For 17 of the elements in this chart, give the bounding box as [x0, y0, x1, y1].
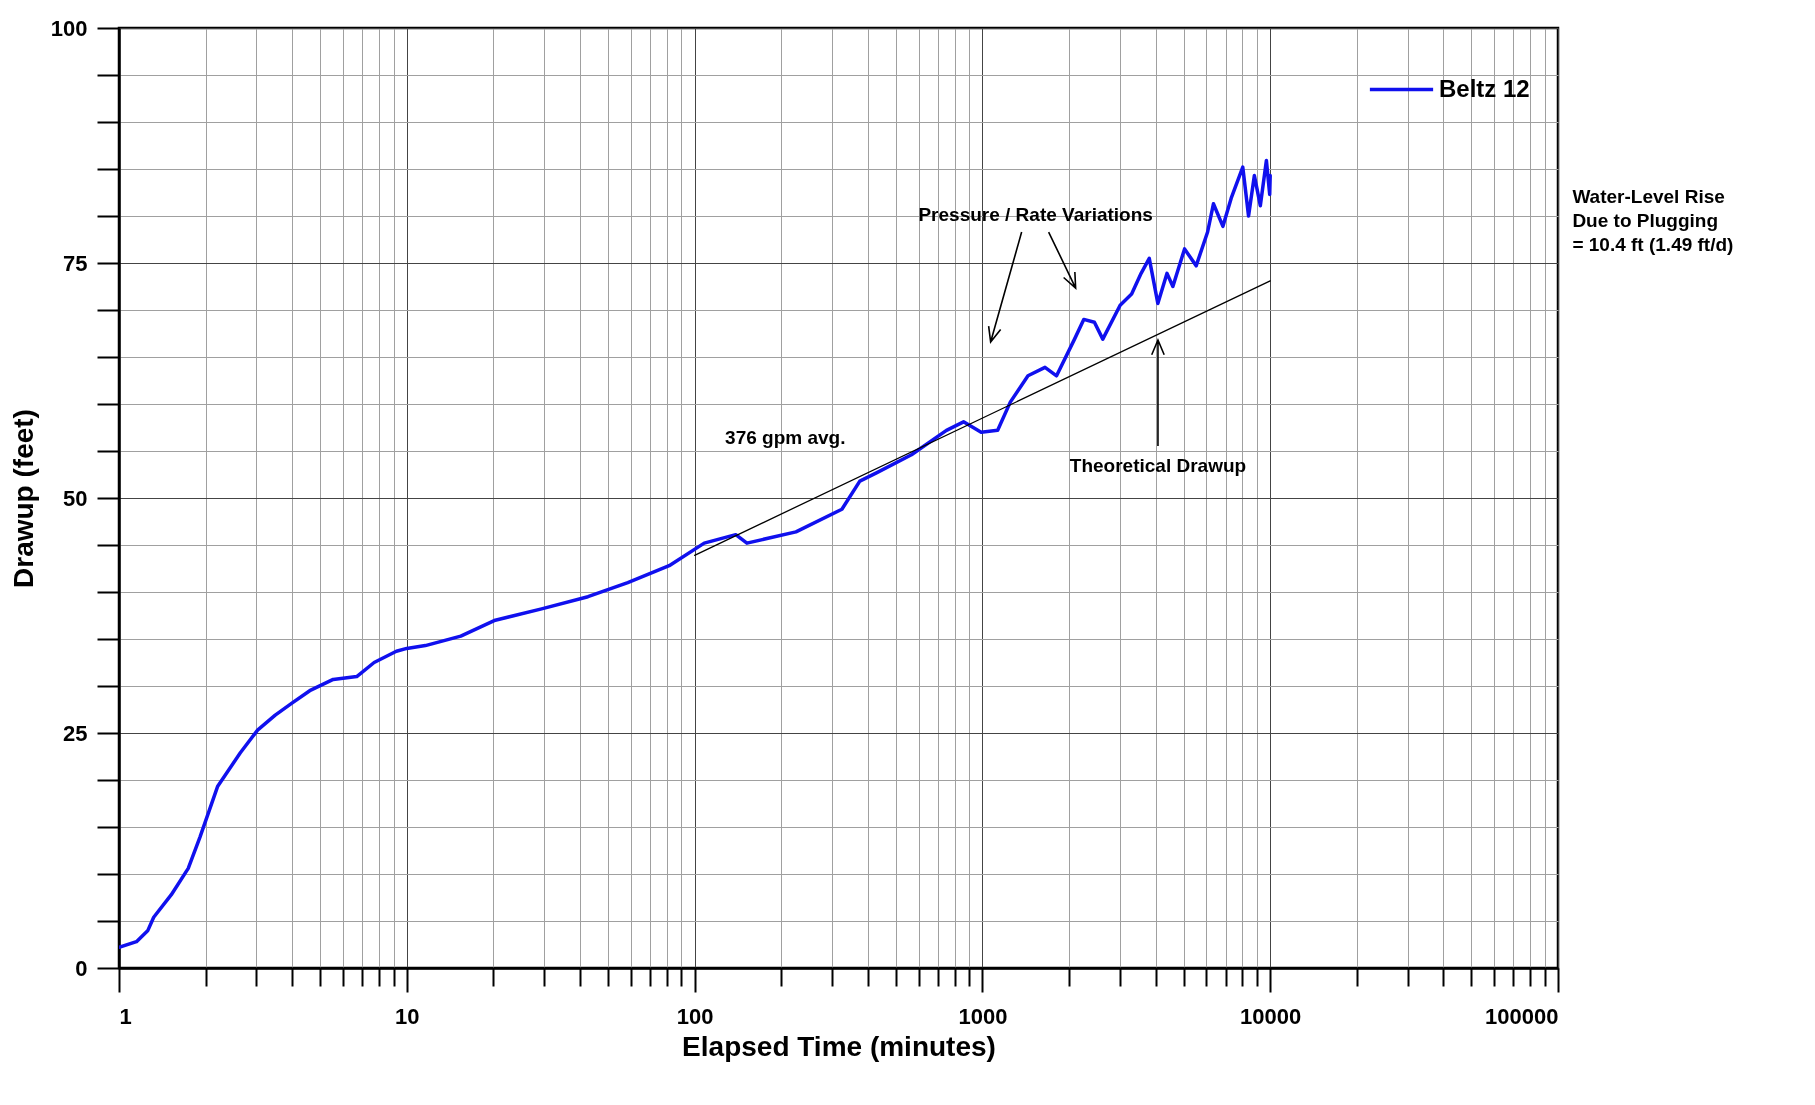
annotation: 376 gpm avg. [725, 426, 846, 448]
x-tick-label: 100 [676, 1003, 714, 1029]
x-tick-label: 1000 [958, 1003, 1008, 1029]
text: Water-Level Rise Due to Plugging = 10.4 ft (1.49 ft/d) [1572, 185, 1734, 255]
x-tick-label: 10 [395, 1003, 420, 1029]
x-axis-title: Elapsed Time (minutes) [682, 1030, 996, 1062]
y-tick-label: 75 [63, 250, 88, 276]
x-tick-label: 1 [119, 1003, 132, 1029]
y-tick-label: 100 [50, 15, 88, 41]
legend-label: Beltz 12 [1439, 74, 1530, 102]
x-tick-label: 10000 [1240, 1003, 1302, 1029]
y-axis-title: Drawup (feet) [7, 409, 39, 588]
y-tick-label: 0 [75, 955, 88, 981]
x-tick-label: 100000 [1485, 1003, 1559, 1029]
annotation: Theoretical Drawup [1069, 455, 1247, 477]
y-tick-label: 50 [63, 485, 88, 511]
y-tick-label: 25 [63, 720, 88, 746]
